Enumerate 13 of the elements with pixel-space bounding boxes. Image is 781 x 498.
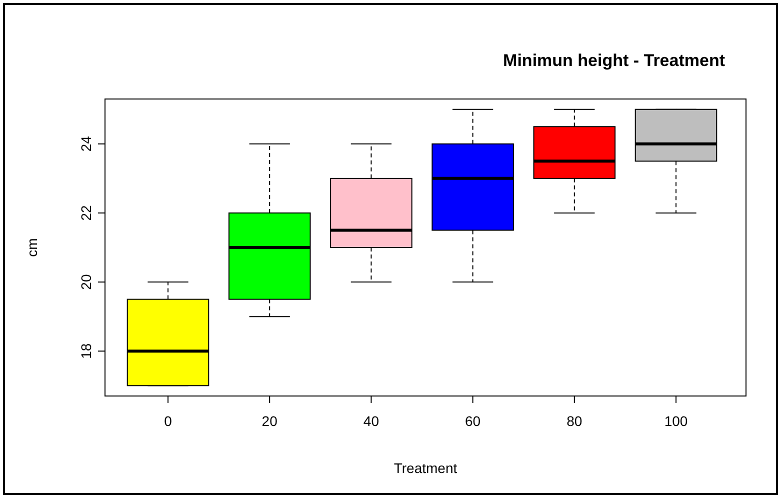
x-axis-title: Treatment [394, 460, 458, 476]
x-tick-label: 100 [664, 413, 688, 429]
y-tick-label: 20 [78, 274, 94, 290]
y-tick-label: 22 [78, 204, 94, 221]
x-tick-label: 20 [262, 413, 278, 429]
x-tick-label: 60 [465, 413, 481, 429]
chart-title: Minimun height - Treatment [503, 51, 726, 70]
x-tick-label: 40 [363, 413, 380, 429]
y-tick-label: 18 [78, 343, 94, 359]
x-tick-label: 0 [164, 413, 172, 429]
x-tick-label: 80 [566, 413, 582, 429]
y-axis-title: cm [24, 238, 40, 257]
y-tick-label: 24 [78, 136, 94, 152]
